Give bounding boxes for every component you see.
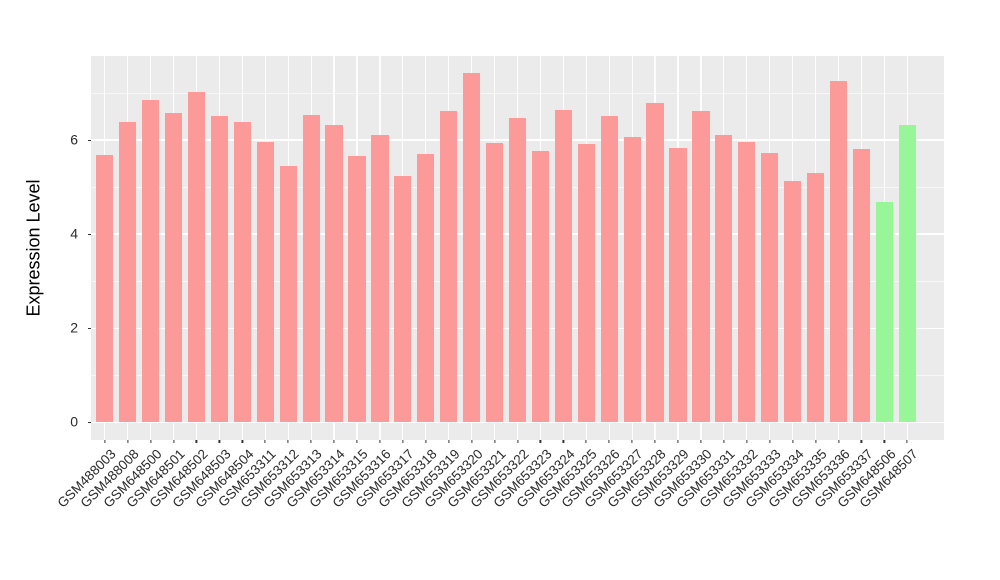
bar-GSM653315 [348,156,366,423]
bar-GSM648503 [210,115,228,423]
x-tick-mark-GSM648507 [906,440,908,443]
x-tick-mark-GSM648502 [195,440,198,443]
bar-GSM653322 [508,117,527,423]
x-tick-mark-GSM653325 [585,440,587,443]
x-tick-mark-GSM653316 [379,440,381,443]
bar-GSM653323 [531,151,550,423]
x-tick-mark-GSM648506 [883,440,885,443]
bar-GSM653332 [738,142,756,423]
y-tick-label-2: 2 [70,320,78,337]
x-tick-mark-GSM488008 [127,440,129,443]
x-tick-mark-GSM653334 [792,440,794,443]
x-tick-mark-GSM653336 [837,440,840,443]
x-tick-mark-GSM653327 [631,440,633,443]
x-tick-mark-GSM653332 [746,440,748,443]
x-tick-mark-GSM653323 [539,440,542,443]
bar-GSM653319 [440,110,458,423]
bar-GSM653316 [371,135,389,423]
bar-GSM648506 [875,202,893,423]
x-tick-mark-GSM653330 [700,440,702,443]
x-tick-mark-GSM653337 [860,440,863,443]
bar-GSM648501 [164,112,183,423]
bar-GSM653331 [715,135,733,423]
x-tick-mark-GSM653314 [333,440,335,443]
bar-GSM653320 [463,72,481,423]
y-tick-label-0: 0 [70,414,78,431]
bar-GSM653324 [554,110,572,423]
x-tick-mark-GSM488003 [104,440,106,443]
x-tick-mark-GSM653324 [562,440,564,443]
x-tick-mark-GSM648504 [241,440,243,443]
x-tick-mark-GSM648503 [218,440,220,443]
bar-GSM653330 [692,111,710,423]
bar-GSM653311 [256,142,274,423]
x-tick-mark-GSM653320 [471,440,473,443]
y-axis: 0 2 4 6 [0,56,91,440]
y-tick-mark-6 [88,139,91,141]
bar-GSM653317 [394,176,412,423]
bar-GSM648507 [898,124,916,423]
x-tick-mark-GSM653321 [493,440,496,443]
x-tick-mark-GSM653313 [310,440,312,443]
x-tick-mark-GSM653333 [769,440,771,443]
bar-GSM653313 [302,115,320,423]
bar-GSM653336 [829,80,848,423]
bar-GSM653334 [784,180,802,423]
y-tick-label-4: 4 [70,225,78,242]
bar-GSM488003 [96,154,114,423]
bar-GSM653318 [417,154,435,423]
x-tick-mark-GSM648501 [172,440,175,443]
bar-GSM488008 [119,122,137,423]
x-tick-mark-GSM653319 [448,440,450,443]
bar-GSM653321 [485,142,504,423]
bar-GSM653333 [761,152,779,423]
x-tick-mark-GSM653331 [723,440,725,443]
bar-GSM653312 [279,166,297,423]
x-tick-mark-GSM653311 [264,440,266,443]
x-tick-mark-GSM648500 [150,440,152,443]
x-tick-mark-GSM653317 [402,440,404,443]
bar-GSM653327 [623,136,641,423]
x-tick-mark-GSM653318 [425,440,427,443]
bar-GSM648502 [187,92,206,423]
bar-GSM648504 [233,122,251,423]
x-tick-mark-GSM653312 [287,440,289,443]
bar-GSM653325 [577,143,595,423]
y-tick-mark-2 [88,327,91,329]
bar-GSM653328 [646,102,664,423]
y-tick-mark-4 [88,233,91,235]
bar-GSM653329 [669,148,687,423]
plot-panel [91,56,944,440]
bar-GSM653335 [806,172,825,423]
x-tick-mark-GSM653322 [516,440,519,443]
bar-GSM648500 [142,99,160,423]
bar-GSM653326 [600,116,618,423]
x-axis: GSM488003 GSM488008 GSM648500 GSM648501 GSM6… [54,440,951,580]
y-tick-label-6: 6 [70,131,78,148]
x-tick-mark-GSM653328 [654,440,656,443]
y-tick-mark-0 [88,421,91,423]
bar-GSM653337 [852,148,871,423]
x-tick-mark-GSM653315 [356,440,358,443]
bar-GSM653314 [325,124,343,423]
x-tick-mark-GSM653329 [677,440,679,443]
x-tick-mark-GSM653335 [814,440,817,443]
x-tick-mark-GSM653326 [608,440,610,443]
